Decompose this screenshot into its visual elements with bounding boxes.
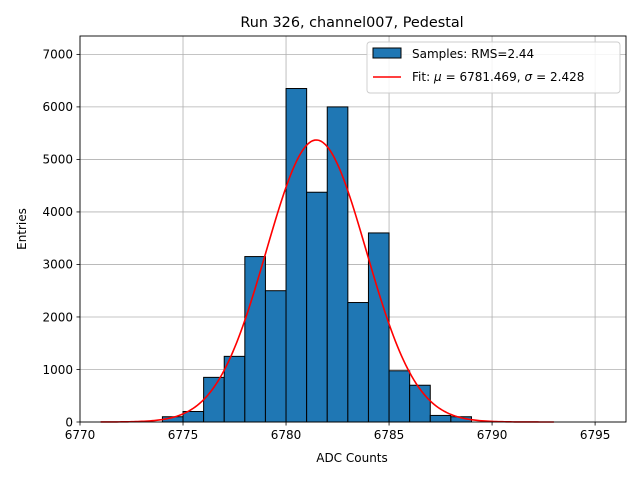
histogram-bar [409,384,431,423]
histogram-bar [203,376,225,423]
y-tick-label: 2000 [42,310,73,324]
x-axis-ticks: 6770 6775 6780 6785 6790 6795 [65,422,611,442]
x-tick-label: 6775 [168,428,199,442]
histogram-bar [347,302,369,423]
legend-histogram-label: Samples: RMS=2.44 [412,47,534,61]
x-tick-label: 6790 [477,428,508,442]
histogram-bar [264,290,287,423]
legend-fit-sigma-value: = 2.428 [536,70,584,84]
legend-fit-mu-symbol: μ [433,70,442,84]
y-tick-label: 1000 [42,363,73,377]
x-tick-label: 6785 [374,428,405,442]
x-axis-label: ADC Counts [316,451,388,465]
x-tick-label: 6770 [65,428,96,442]
x-tick-label: 6780 [271,428,302,442]
legend-box [366,41,621,94]
gaussian-fit-curve [100,139,554,423]
legend: Samples: RMS=2.44 Fit: μ = 6781.469, σ = 2.… [366,41,621,94]
y-tick-label: 5000 [42,153,73,167]
y-tick-label: 7000 [42,48,73,62]
legend-fit-label: Fit: μ = 6781.469, σ = 2.428 [412,70,584,84]
legend-fit-prefix: Fit: [412,70,434,84]
histogram-bar [367,232,390,423]
histogram-bar [388,370,411,423]
plot-frame [79,35,627,423]
y-tick-label: 6000 [42,100,73,114]
histogram-bars [161,88,472,423]
histogram-bar [244,256,266,423]
legend-fit-mu-value: = 6781.469, [446,70,521,84]
y-tick-label: 0 [65,415,73,429]
x-tick-label: 6795 [580,428,611,442]
y-tick-label: 4000 [42,205,73,219]
legend-histogram-swatch [372,47,402,59]
histogram-bar [429,414,452,423]
y-axis-ticks: 0 1000 2000 3000 4000 5000 6000 7000 [42,48,80,429]
histogram-bar [326,106,349,423]
histogram-bar [306,191,328,423]
histogram-bar [223,355,246,423]
y-tick-label: 3000 [42,258,73,272]
legend-fit-sigma-symbol: σ [525,70,533,84]
y-axis-label: Entries [15,208,29,250]
chart-title: Run 326, channel007, Pedestal [240,15,463,31]
histogram-bar [285,88,308,423]
